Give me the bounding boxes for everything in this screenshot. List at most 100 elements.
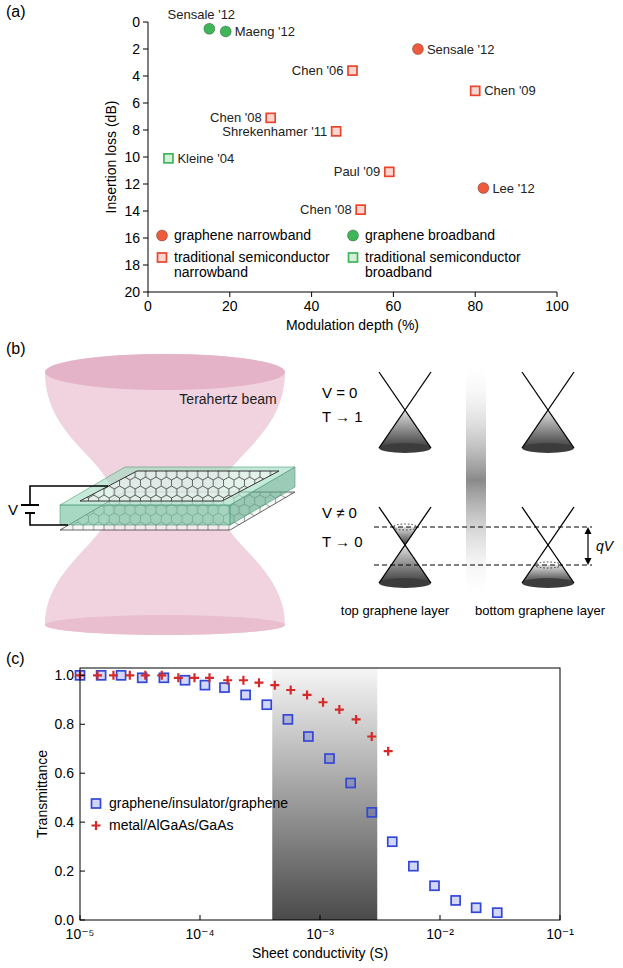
y-tick bbox=[143, 130, 148, 131]
energy-arrow bbox=[587, 532, 588, 560]
point bbox=[472, 903, 481, 912]
axes: 02468101214161820020406080100Insertion l… bbox=[103, 14, 568, 333]
y-tick-label: 2 bbox=[132, 41, 140, 57]
legend-marker bbox=[158, 253, 167, 262]
y-tick bbox=[143, 76, 148, 77]
arrow-head bbox=[585, 558, 592, 565]
cone-base bbox=[522, 578, 574, 588]
x-tick-label: 0 bbox=[144, 298, 152, 314]
point bbox=[266, 113, 275, 122]
y-tick-label: 4 bbox=[132, 68, 140, 84]
point bbox=[385, 167, 394, 176]
filled-band bbox=[379, 410, 431, 448]
x-tick-label: 20 bbox=[222, 298, 238, 314]
x-tick-label: 60 bbox=[386, 298, 402, 314]
source-label: V bbox=[8, 501, 18, 518]
point bbox=[220, 26, 231, 37]
wire bbox=[30, 513, 68, 525]
y-tick bbox=[143, 292, 148, 293]
dirac-cone bbox=[379, 372, 431, 453]
filled-band bbox=[522, 410, 574, 448]
point bbox=[109, 671, 118, 680]
y-tick bbox=[143, 103, 148, 104]
chart-1: (c)0.00.20.40.60.81.010⁻⁵10⁻⁴10⁻³10⁻²10⁻… bbox=[6, 650, 574, 961]
point bbox=[141, 671, 150, 680]
legend-line: graphene broadband bbox=[365, 227, 495, 243]
series bbox=[204, 23, 231, 37]
beam-section bbox=[466, 360, 486, 600]
state-voltage: V = 0 bbox=[322, 384, 357, 401]
x-tick-label: 100 bbox=[545, 298, 569, 314]
x-axis-line bbox=[148, 292, 557, 293]
point-label: Maeng '12 bbox=[235, 24, 295, 39]
legend-label: graphene narrowband bbox=[174, 227, 311, 243]
point bbox=[174, 673, 183, 682]
beam-top bbox=[45, 354, 285, 390]
y-tick-label: 0.2 bbox=[55, 863, 75, 879]
y-tick bbox=[80, 822, 85, 823]
x-tick bbox=[200, 915, 201, 920]
x-tick bbox=[311, 292, 312, 297]
legend-line: narrowband bbox=[174, 264, 248, 280]
x-tick bbox=[148, 292, 149, 297]
point bbox=[241, 690, 250, 699]
x-tick bbox=[80, 915, 81, 920]
point bbox=[388, 837, 397, 846]
legend-line: broadband bbox=[365, 264, 432, 280]
point bbox=[164, 154, 173, 163]
x-axis-title: Modulation depth (%) bbox=[286, 317, 419, 333]
energy-label: qV bbox=[596, 538, 615, 554]
x-tick bbox=[440, 915, 441, 920]
y-tick-label: 16 bbox=[124, 230, 140, 246]
point bbox=[262, 700, 271, 709]
cone-base bbox=[379, 443, 431, 453]
point bbox=[348, 66, 357, 75]
state-transmittance: T → 1 bbox=[322, 408, 363, 425]
cone-base bbox=[522, 443, 574, 453]
point-label: Lee '12 bbox=[492, 181, 534, 196]
band-line bbox=[522, 507, 574, 583]
dirac-cone bbox=[379, 507, 431, 588]
panel-label: (c) bbox=[6, 650, 25, 667]
y-tick-label: 0.4 bbox=[55, 814, 75, 830]
x-tick bbox=[229, 292, 230, 297]
beam-label: Terahertz beam bbox=[179, 391, 276, 407]
point bbox=[283, 715, 292, 724]
x-tick-label: 10⁻² bbox=[426, 926, 454, 942]
cone-base bbox=[379, 578, 431, 588]
y-tick-label: 14 bbox=[124, 203, 140, 219]
legend-marker bbox=[92, 821, 101, 830]
y-tick-label: 20 bbox=[124, 284, 140, 300]
point bbox=[204, 23, 215, 34]
wire bbox=[30, 486, 108, 505]
point bbox=[325, 754, 334, 763]
x-tick-label: 40 bbox=[304, 298, 320, 314]
top-graphene-sheet bbox=[80, 471, 279, 501]
point bbox=[205, 673, 214, 682]
legend-label: metal/AlGaAs/GaAs bbox=[109, 817, 234, 833]
point bbox=[239, 676, 248, 685]
dirac-cone bbox=[522, 372, 574, 453]
dirac-cone bbox=[522, 507, 574, 588]
series bbox=[164, 154, 173, 163]
panel-label: (b) bbox=[6, 340, 26, 357]
filled-band bbox=[379, 545, 431, 583]
point-label: Kleine '04 bbox=[177, 151, 234, 166]
point bbox=[352, 715, 361, 724]
point bbox=[493, 908, 502, 917]
legend-marker bbox=[92, 799, 101, 808]
legend-label: graphene broadband bbox=[365, 227, 495, 243]
series bbox=[266, 66, 480, 214]
y-tick-label: 1.0 bbox=[55, 667, 75, 683]
point bbox=[356, 205, 365, 214]
point bbox=[93, 671, 102, 680]
fermi-level-line bbox=[374, 527, 592, 528]
band-line bbox=[522, 507, 574, 583]
y-tick-label: 12 bbox=[124, 176, 140, 192]
y-tick bbox=[143, 184, 148, 185]
state-transmittance: T → 0 bbox=[322, 533, 363, 550]
legend-line: traditional semiconductor bbox=[365, 249, 521, 265]
legend-marker bbox=[348, 230, 359, 241]
fermi-level-line bbox=[374, 565, 592, 566]
point bbox=[384, 747, 393, 756]
